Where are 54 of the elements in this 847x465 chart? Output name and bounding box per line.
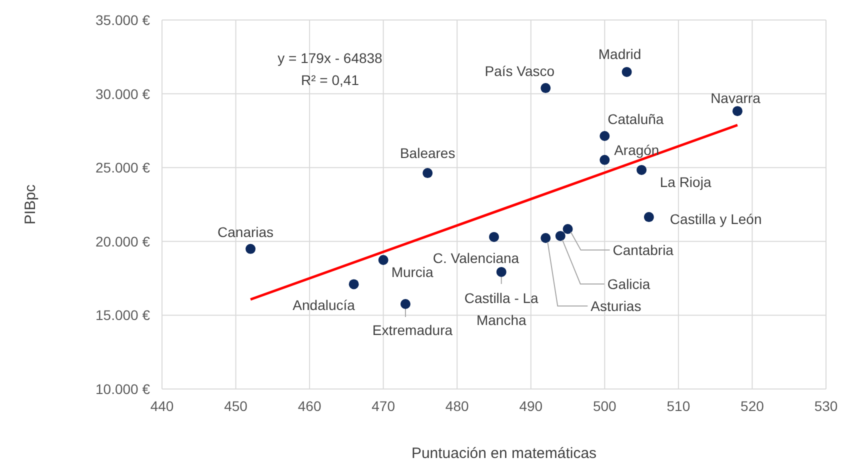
annotation: y = 179x - 64838 (278, 50, 383, 66)
y-tick-label: 10.000 € (96, 381, 150, 397)
y-tick-label: 30.000 € (96, 86, 150, 102)
point (622, 66, 632, 77)
point (644, 212, 654, 222)
annotation: Extremadura (372, 322, 453, 338)
point (636, 164, 647, 175)
annotation: Galicia (607, 276, 650, 292)
point (378, 255, 388, 265)
x-tick-label: 510 (666, 398, 690, 414)
annotation: Aragón (614, 142, 660, 158)
point (422, 168, 433, 178)
y-tick-label: 35.000 € (96, 12, 150, 28)
x-tick-label: 490 (519, 398, 543, 414)
annotation: Navarra (710, 90, 761, 106)
annotation: Madrid (598, 46, 642, 62)
annotation: Castilla - La Mancha (464, 290, 539, 328)
point (540, 83, 551, 94)
x-tick-label: 460 (298, 398, 322, 414)
y-axis-title: PIBpc (22, 184, 39, 225)
point (348, 279, 359, 290)
annotation: Canarias (218, 224, 274, 240)
annotation: Castilla y León (670, 211, 762, 228)
x-axis-title: Puntuación en matemáticas (411, 445, 597, 462)
point (600, 154, 610, 165)
x-tick-label: 450 (224, 398, 248, 414)
x-tick-label: 500 (592, 398, 617, 414)
point (489, 232, 499, 242)
y-tick-label: 25.000 € (96, 160, 150, 176)
point (732, 106, 742, 116)
point (246, 244, 256, 254)
annotation: Cantabria (612, 242, 674, 258)
y-tick-label: 20.000 € (96, 233, 150, 250)
annotation: La Rioja (660, 174, 712, 190)
annotation: Andalucía (292, 297, 356, 314)
annotation: País Vasco (484, 63, 555, 80)
annotation: R² = 0,41 (301, 72, 360, 88)
point (600, 131, 610, 142)
point (496, 266, 506, 277)
point (540, 233, 551, 244)
annotation: Cataluña (608, 111, 664, 128)
x-tick-label: 480 (445, 398, 470, 414)
point (555, 230, 566, 241)
point (562, 224, 573, 234)
point (400, 298, 410, 309)
annotation: Asturias (590, 298, 642, 314)
annotation: Murcia (391, 264, 434, 280)
annotation: C. Valenciana (432, 250, 520, 266)
x-tick-label: 520 (740, 398, 764, 414)
x-tick-label: 440 (150, 398, 174, 414)
x-tick-label: 530 (814, 398, 838, 414)
annotation: Baleares (400, 145, 456, 162)
x-tick-label: 470 (372, 398, 396, 414)
y-tick-label: 15.000 € (96, 307, 150, 324)
